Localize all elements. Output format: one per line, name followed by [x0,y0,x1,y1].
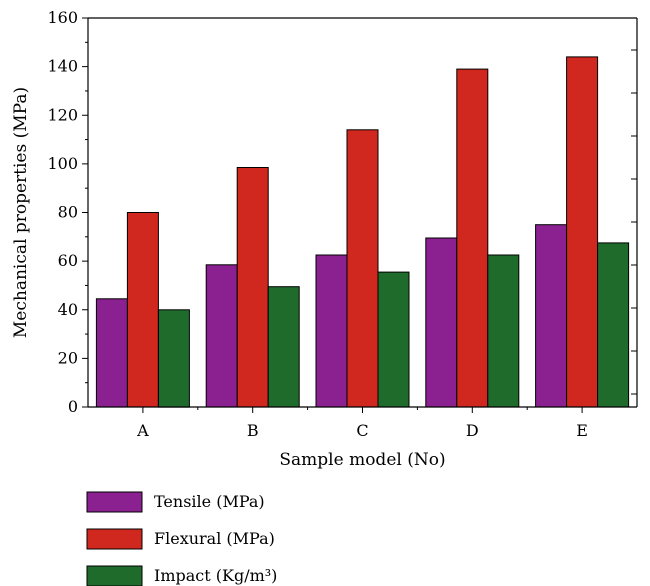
bar-tensile-e [535,224,568,408]
x-axis-title: Sample model (No) [279,450,445,470]
bar-impact-d [487,254,520,408]
bar-flexural-c [346,129,379,408]
x-tick-label: B [247,421,259,440]
y-axis: 0 20 40 60 80 100 120 140 160 [47,8,89,416]
y-tick-label: 140 [47,57,78,76]
bar-tensile-c [315,254,348,408]
y-tick-label: 20 [58,348,78,367]
legend-swatch [86,565,143,586]
bar-flexural-a [126,212,159,408]
y-tick-label: 100 [47,154,78,173]
x-tick-label: D [466,421,479,440]
legend: Tensile (MPa) Flexural (MPa) Impact (Kg/m³… [86,491,277,586]
bar-impact-b [267,286,300,408]
x-tick-label: E [576,421,588,440]
x-axis: A B C D E [88,406,637,440]
legend-label: Flexural (MPa) [154,529,275,548]
legend-label: Tensile (MPa) [154,492,265,511]
y-tick-label: 40 [58,300,78,319]
legend-label: Impact (Kg/m³) [154,566,277,585]
legend-swatch [86,491,143,513]
right-axis [88,17,638,407]
x-tick-label: C [356,421,368,440]
plot-area [95,56,630,408]
y-axis-title: Mechanical properties (MPa) [11,87,31,338]
y-tick-label: 80 [58,203,78,222]
y-tick-label: 0 [68,397,78,416]
bar-tensile-d [425,237,458,408]
legend-swatch [86,528,143,550]
bar-impact-e [597,242,630,408]
bar-impact-c [377,271,410,408]
y-tick-label: 60 [58,251,78,270]
bar-flexural-b [236,167,269,408]
bar-flexural-e [566,56,599,408]
y-tick-label: 120 [47,105,78,124]
y-tick-label: 160 [47,8,78,27]
bar-flexural-d [456,68,489,408]
bar-impact-a [157,309,190,408]
x-tick-label: A [136,421,149,440]
bar-tensile-b [205,264,238,408]
bar-tensile-a [95,298,128,408]
